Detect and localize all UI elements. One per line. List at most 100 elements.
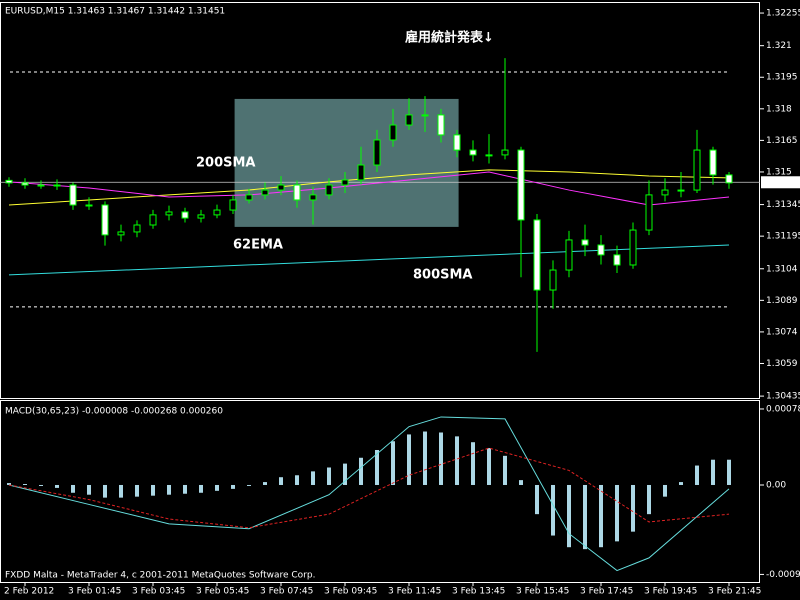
indicator-title: MACD(30,65,23) -0.000008 -0.000268 0.000… (5, 407, 223, 417)
y-tick-label: 0.00 (766, 480, 786, 490)
indicator-line (8, 416, 730, 572)
candle-body (709, 149, 717, 176)
candle-body (357, 164, 365, 181)
x-tick-label: 3 Feb 17:45 (580, 587, 633, 597)
histogram-bar (663, 484, 667, 497)
candle-body (629, 229, 637, 266)
candle-body (725, 174, 733, 184)
histogram-bar (583, 484, 587, 550)
histogram-bar (503, 455, 507, 485)
histogram-bar (55, 484, 59, 488)
last-price-label: 1.31451 (764, 178, 800, 188)
y-tick-label: 1.3104 (766, 264, 798, 274)
candle-body (69, 184, 77, 206)
last-price-tag (761, 176, 800, 189)
x-tick-label: 2 Feb 2012 (4, 587, 54, 597)
candle-body (181, 211, 189, 219)
histogram-bar (295, 475, 299, 485)
y-tick-label: 1.318 (766, 104, 792, 114)
moving-average (8, 244, 730, 276)
x-tick-label: 3 Feb 19:45 (644, 587, 697, 597)
histogram-bar (247, 484, 251, 486)
candle-body (21, 182, 29, 186)
candle-body (197, 214, 205, 219)
histogram-bar (279, 477, 283, 485)
y-tick-label: -0.00092 (766, 570, 800, 580)
candle-body (533, 219, 541, 291)
y-tick-label: 1.3089 (766, 296, 798, 306)
x-tick-label: 3 Feb 15:45 (516, 587, 569, 597)
candle-body (469, 149, 477, 156)
y-tick-label: 1.31195 (766, 232, 800, 242)
histogram-bar (7, 483, 11, 485)
candle-body (501, 149, 509, 156)
chart-title: EURUSD,M15 1.31463 1.31467 1.31442 1.314… (5, 7, 225, 17)
candle-body (165, 211, 173, 216)
histogram-bar (215, 484, 219, 491)
candle-body (341, 179, 349, 186)
histogram-bar (231, 484, 235, 489)
candle-body (421, 114, 429, 117)
candle-body (117, 231, 125, 236)
x-tick-label: 3 Feb 05:45 (196, 587, 249, 597)
candle-body (613, 254, 621, 266)
x-tick-label: 3 Feb 07:45 (260, 587, 313, 597)
histogram-bar (183, 484, 187, 494)
histogram-bar (391, 441, 395, 485)
candle-body (261, 189, 269, 196)
candle-body (485, 154, 493, 157)
candle-body (661, 189, 669, 196)
indicator-frame (0, 400, 760, 583)
y-tick-label: 1.3195 (766, 73, 798, 83)
y-tick-label: 1.3165 (766, 136, 798, 146)
x-tick-label: 3 Feb 13:45 (452, 587, 505, 597)
histogram-bar (103, 484, 107, 498)
highlight-box (234, 98, 459, 227)
y-tick-label: 1.3074 (766, 327, 798, 337)
candle-body (37, 184, 45, 187)
x-tick-label: 3 Feb 11:45 (388, 587, 441, 597)
candle-body (133, 224, 141, 233)
histogram-bar (695, 465, 699, 485)
y-tick-label: 1.315 (766, 167, 792, 177)
candle-body (565, 239, 573, 271)
candle-body (549, 269, 557, 291)
series-label: 800SMA (413, 268, 473, 283)
candle-body (693, 149, 701, 191)
histogram-bar (135, 484, 139, 497)
annotation: 雇用統計発表↓ (405, 30, 494, 46)
histogram-bar (535, 484, 539, 515)
candle-body (277, 184, 285, 191)
histogram-bar (39, 484, 43, 486)
candle-body (101, 204, 109, 236)
histogram-bar (647, 484, 651, 515)
candle-body (53, 184, 61, 187)
histogram-bar (487, 448, 491, 485)
histogram-bar (439, 432, 443, 485)
candle-body (5, 179, 13, 184)
histogram-bar (407, 434, 411, 485)
moving-average (8, 169, 730, 206)
main-frame (0, 2, 760, 399)
histogram-bar (375, 449, 379, 485)
histogram-bar (151, 484, 155, 496)
histogram-bar (455, 436, 459, 485)
series-label: 200SMA (196, 156, 256, 171)
y-tick-label: 1.31345 (766, 200, 800, 210)
histogram-bar (343, 463, 347, 485)
histogram-bar (711, 459, 715, 485)
y-tick-label: 1.32255 (766, 9, 800, 19)
histogram-bar (359, 457, 363, 485)
histogram-bar (263, 482, 267, 485)
candle-body (149, 214, 157, 226)
histogram-bar (311, 471, 315, 485)
histogram-bar (727, 459, 731, 485)
histogram-bar (423, 431, 427, 485)
moving-average (8, 171, 730, 206)
histogram-bar (471, 442, 475, 485)
histogram-bar (71, 484, 75, 493)
histogram-bar (551, 484, 555, 536)
candle-body (85, 204, 93, 207)
candle-body (213, 209, 221, 216)
